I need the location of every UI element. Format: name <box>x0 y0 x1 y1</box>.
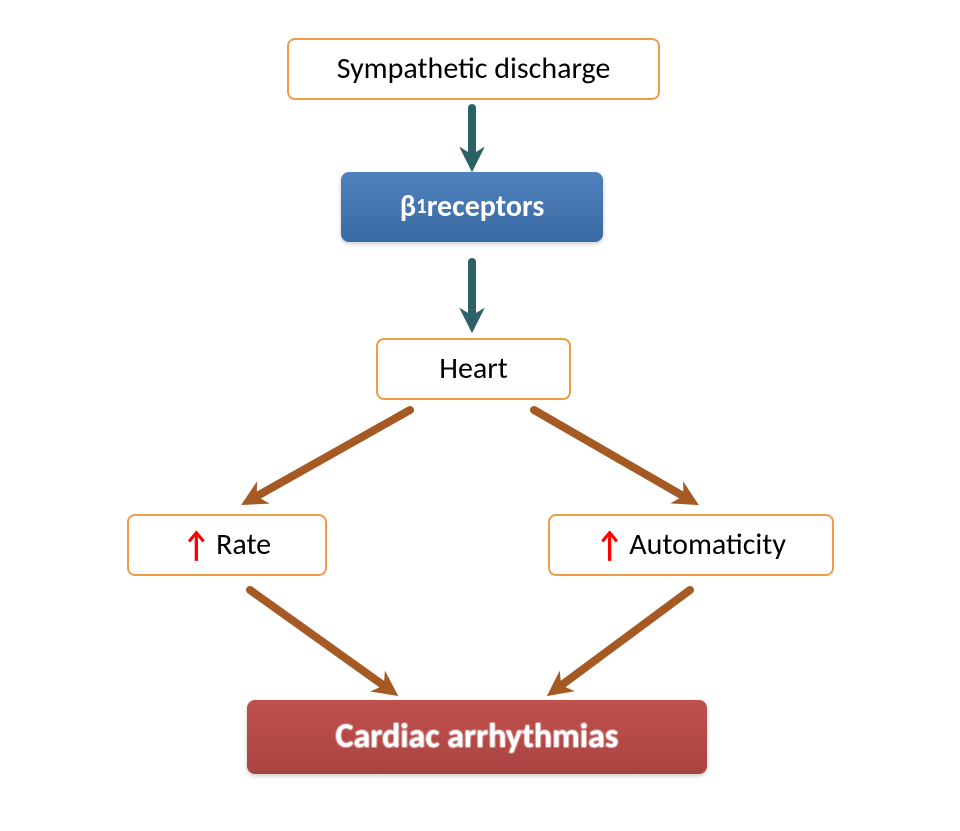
node-result-label: Cardiac arrhythmias <box>336 717 619 758</box>
node-automaticity-label: Automaticity <box>629 527 786 563</box>
node-rate: ↑ Rate <box>127 514 327 576</box>
node-sympathetic: Sympathetic discharge <box>287 38 660 100</box>
node-result: Cardiac arrhythmias <box>247 700 707 774</box>
node-automaticity: ↑ Automaticity <box>548 514 834 576</box>
up-arrow-icon: ↑ <box>596 525 623 568</box>
node-rate-label: Rate <box>216 527 271 563</box>
node-receptors: β1 receptors <box>341 172 603 242</box>
up-arrow-icon: ↑ <box>183 525 210 568</box>
node-heart: Heart <box>376 338 571 400</box>
